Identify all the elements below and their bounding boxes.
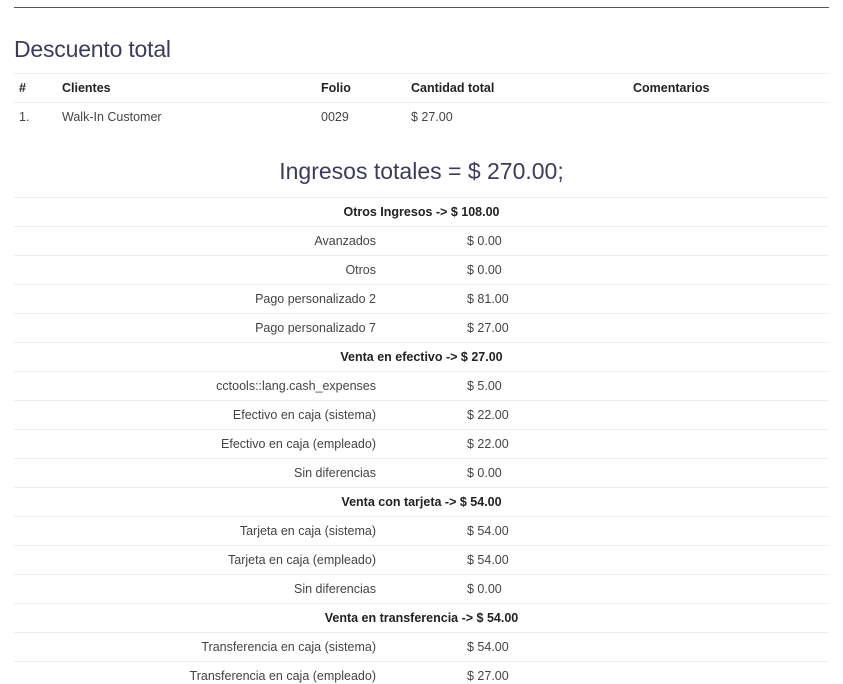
income-item-row: Tarjeta en caja (empleado) $ 54.00 [14, 545, 829, 574]
row-comment [628, 103, 829, 132]
income-group-row: Venta con tarjeta -> $ 54.00 [14, 487, 829, 516]
income-item-label: Efectivo en caja (sistema) [232, 408, 376, 422]
row-folio: 0029 [321, 110, 349, 125]
top-divider [14, 7, 829, 8]
income-group-label: Venta en efectivo -> $ 27.00 [340, 350, 503, 364]
income-item-row: Sin diferencias $ 0.00 [14, 458, 829, 487]
income-item-row: Avanzados $ 0.00 [14, 226, 829, 255]
income-item-label: Otros [345, 263, 376, 277]
income-item-row: Tarjeta en caja (sistema) $ 54.00 [14, 516, 829, 545]
income-item-label: Tarjeta en caja (empleado) [228, 553, 376, 567]
income-item-label: Tarjeta en caja (sistema) [239, 524, 376, 538]
income-item-label: Avanzados [314, 234, 376, 248]
income-item-value: $ 27.00 [467, 321, 509, 335]
income-item-row: Otros $ 0.00 [14, 255, 829, 284]
income-item-row: Pago personalizado 2 $ 81.00 [14, 284, 829, 313]
income-group-row: Venta en efectivo -> $ 27.00 [14, 342, 829, 371]
income-breakdown-list: Otros Ingresos -> $ 108.00 Avanzados $ 0… [14, 197, 829, 684]
income-item-value: $ 0.00 [467, 582, 502, 596]
income-item-value: $ 22.00 [467, 408, 509, 422]
income-item-row: cctools::lang.cash_expenses $ 5.00 [14, 371, 829, 400]
income-item-value: $ 54.00 [467, 524, 509, 538]
income-item-value: $ 0.00 [467, 234, 502, 248]
income-item-row: Transferencia en caja (sistema) $ 54.00 [14, 632, 829, 661]
row-client: Walk-In Customer [62, 110, 162, 125]
income-group-row: Venta en transferencia -> $ 54.00 [14, 603, 829, 632]
column-header-folio: Folio [321, 81, 351, 95]
income-item-value: $ 54.00 [467, 640, 509, 654]
discount-section-title: Descuento total [14, 36, 171, 62]
income-item-value: $ 0.00 [467, 466, 502, 480]
income-item-value: $ 0.00 [467, 263, 502, 277]
income-group-row: Otros Ingresos -> $ 108.00 [14, 197, 829, 226]
column-header-comments: Comentarios [633, 81, 710, 95]
income-item-value: $ 5.00 [467, 379, 502, 393]
column-header-clients: Clientes [62, 81, 111, 95]
income-item-value: $ 81.00 [467, 292, 509, 306]
income-item-row: Efectivo en caja (sistema) $ 22.00 [14, 400, 829, 429]
income-item-value: $ 27.00 [467, 669, 509, 683]
discount-table-header: # Clientes Folio Cantidad total Comentar… [14, 73, 829, 103]
income-item-value: $ 22.00 [467, 437, 509, 451]
row-amount: $ 27.00 [411, 110, 453, 125]
income-item-row: Transferencia en caja (empleado) $ 27.00 [14, 661, 829, 684]
discount-table: # Clientes Folio Cantidad total Comentar… [14, 73, 829, 132]
income-item-row: Efectivo en caja (empleado) $ 22.00 [14, 429, 829, 458]
income-group-label: Venta en transferencia -> $ 54.00 [324, 611, 519, 625]
income-item-label: Pago personalizado 7 [255, 321, 376, 335]
income-section-title: Ingresos totales = $ 270.00; [279, 158, 564, 184]
table-row: 1. Walk-In Customer 0029 $ 27.00 [14, 103, 829, 132]
income-item-label: Transferencia en caja (sistema) [201, 640, 376, 654]
column-header-number: # [19, 81, 26, 95]
income-item-label: cctools::lang.cash_expenses [216, 379, 376, 393]
income-item-label: Sin diferencias [294, 466, 376, 480]
income-item-value: $ 54.00 [467, 553, 509, 567]
income-group-label: Otros Ingresos -> $ 108.00 [343, 205, 500, 219]
income-item-label: Pago personalizado 2 [255, 292, 376, 306]
income-item-row: Sin diferencias $ 0.00 [14, 574, 829, 603]
income-item-label: Transferencia en caja (empleado) [189, 669, 376, 683]
row-number: 1. [19, 110, 30, 125]
income-group-label: Venta con tarjeta -> $ 54.00 [341, 495, 502, 509]
income-item-label: Efectivo en caja (empleado) [221, 437, 376, 451]
column-header-total-amount: Cantidad total [411, 81, 495, 95]
income-item-label: Sin diferencias [294, 582, 376, 596]
income-item-row: Pago personalizado 7 $ 27.00 [14, 313, 829, 342]
